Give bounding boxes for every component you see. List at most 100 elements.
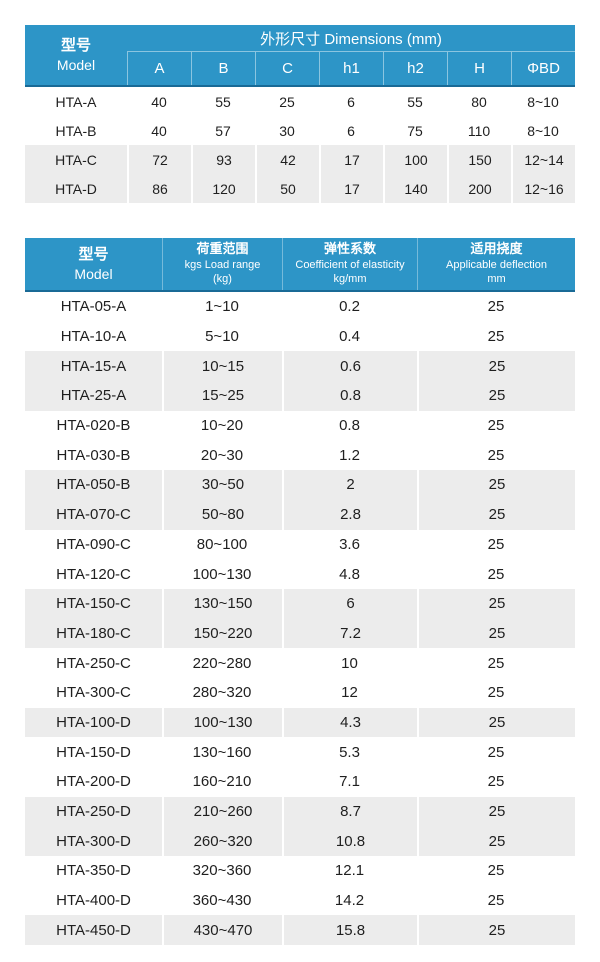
coefficient-cell: 1.2	[339, 446, 360, 464]
deflection-header-cell: 适用挠度 Applicable deflection mm	[417, 238, 575, 290]
model-cell: HTA-10-A	[60, 328, 127, 346]
load-range-table-header: 型号 Model 荷重范围 kgs Load range (kg) 弹性系数 C…	[25, 238, 575, 292]
load-range-cell: 20~30	[200, 446, 244, 464]
model-cell: HTA-070-C	[25, 499, 162, 530]
dimension-column-header: C	[255, 52, 319, 85]
deflection-cell: 25	[487, 773, 505, 791]
load-range-cell: 430~470	[162, 915, 282, 946]
coefficient-cell: 12	[341, 684, 358, 702]
table-row: HTA-150-C 130~150 6 25	[25, 588, 575, 619]
table-row: HTA-15-A 10~15 0.6 25	[25, 351, 575, 382]
coefficient-cell: 2	[282, 470, 417, 500]
model-cell: HTA-300-C	[56, 684, 131, 702]
coefficient-cell: 0.4	[339, 328, 360, 346]
table-row: HTA-300-C 280~320 12 25	[25, 678, 575, 708]
deflection-cell: 25	[487, 684, 505, 702]
coefficient-header-cell: 弹性系数 Coefficient of elasticity kg/mm	[282, 238, 417, 290]
load-range-cell: 210~260	[162, 796, 282, 827]
model-cell: HTA-100-D	[25, 707, 162, 738]
table-row: HTA-05-A 1~10 0.2 25	[25, 292, 575, 322]
model-cell: HTA-25-A	[25, 381, 162, 411]
table-row: HTA-180-C 150~220 7.2 25	[25, 618, 575, 649]
dim-h1-cell: 6	[347, 93, 355, 110]
coefficient-cell: 7.2	[282, 618, 417, 649]
table-row: HTA-070-C 50~80 2.8 25	[25, 499, 575, 530]
dim-a-cell: 40	[151, 122, 167, 139]
table-row: HTA-120-C 100~130 4.8 25	[25, 559, 575, 589]
coefficient-cell: 0.6	[282, 351, 417, 382]
load-range-table-body: HTA-05-A 1~10 0.2 25 HTA-10-A 5~10 0.4 2…	[25, 292, 575, 946]
deflection-cell: 25	[487, 862, 505, 880]
model-header-cell: 型号 Model	[25, 238, 162, 290]
table-row: HTA-090-C 80~100 3.6 25	[25, 530, 575, 560]
table-row: HTA-400-D 360~430 14.2 25	[25, 886, 575, 916]
dim-h1-cell: 17	[319, 174, 383, 203]
load-range-cell: 280~320	[192, 684, 252, 702]
deflection-cell: 25	[417, 499, 575, 530]
model-cell: HTA-020-B	[56, 417, 131, 435]
table-row: HTA-250-C 220~280 10 25	[25, 648, 575, 678]
model-cell: HTA-250-D	[25, 796, 162, 827]
deflection-cell: 25	[417, 915, 575, 946]
deflection-label-en: Applicable deflection	[446, 259, 547, 272]
dim-h1-cell: 6	[347, 122, 355, 139]
model-cell: HTA-350-D	[56, 862, 131, 880]
dim-phibd-cell: 12~14	[511, 145, 575, 174]
model-cell: HTA-090-C	[56, 535, 131, 553]
dimension-column-headers: A B C h1 h2 H ΦBD	[127, 52, 575, 85]
deflection-cell: 25	[417, 796, 575, 827]
load-range-cell: 100~130	[162, 707, 282, 738]
coefficient-cell: 2.8	[282, 499, 417, 530]
model-label-cn: 型号	[78, 246, 109, 264]
load-range-cell: 320~360	[192, 862, 252, 880]
dim-h-cell: 150	[447, 145, 511, 174]
table-row: HTA-350-D 320~360 12.1 25	[25, 856, 575, 886]
load-range-cell: 5~10	[205, 328, 239, 346]
load-range-cell: 30~50	[162, 470, 282, 500]
deflection-cell: 25	[417, 588, 575, 619]
model-cell: HTA-050-B	[25, 470, 162, 500]
dimension-column-header: H	[447, 52, 511, 85]
dimension-column-header: ΦBD	[511, 52, 575, 85]
coefficient-cell: 10.8	[282, 826, 417, 857]
dim-c-cell: 25	[279, 93, 295, 110]
dim-phibd-cell: 12~16	[511, 174, 575, 203]
table-row: HTA-10-A 5~10 0.4 25	[25, 322, 575, 352]
dim-b-cell: 93	[191, 145, 255, 174]
load-range-header-cell: 荷重范围 kgs Load range (kg)	[162, 238, 282, 290]
dimensions-header-group: 外形尺寸 Dimensions (mm) A B C h1 h2 H	[127, 25, 575, 85]
load-range-table: 型号 Model 荷重范围 kgs Load range (kg) 弹性系数 C…	[25, 238, 575, 946]
dim-a-cell: 40	[151, 93, 167, 110]
dim-phibd-cell: 8~10	[527, 93, 559, 110]
coefficient-cell: 6	[282, 588, 417, 619]
load-range-label-en: kgs Load range	[184, 259, 261, 272]
load-range-cell: 100~130	[192, 565, 252, 583]
deflection-cell: 25	[417, 707, 575, 738]
model-cell: HTA-400-D	[56, 892, 131, 910]
model-cell: HTA-150-D	[56, 743, 131, 761]
dim-h2-cell: 100	[383, 145, 447, 174]
deflection-cell: 25	[417, 470, 575, 500]
load-range-cell: 10~15	[162, 351, 282, 382]
table-row: HTA-250-D 210~260 8.7 25	[25, 796, 575, 827]
table-row: HTA-450-D 430~470 15.8 25	[25, 915, 575, 946]
dim-b-cell: 57	[215, 122, 231, 139]
deflection-cell: 25	[487, 565, 505, 583]
deflection-label-cn: 适用挠度	[470, 241, 523, 257]
table-row: HTA-200-D 160~210 7.1 25	[25, 767, 575, 797]
dim-h1-cell: 17	[319, 145, 383, 174]
model-cell: HTA-450-D	[25, 915, 162, 946]
coefficient-cell: 7.1	[339, 773, 360, 791]
dim-c-cell: 50	[255, 174, 319, 203]
deflection-cell: 25	[487, 417, 505, 435]
deflection-cell: 25	[417, 381, 575, 411]
model-label-cn: 型号	[60, 36, 91, 54]
table-row: HTA-A 40 55 25 6 55 80 8~10	[25, 87, 575, 116]
deflection-unit: mm	[487, 273, 506, 286]
model-cell: HTA-300-D	[25, 826, 162, 857]
dim-c-cell: 42	[255, 145, 319, 174]
dim-a-cell: 72	[127, 145, 191, 174]
coefficient-cell: 8.7	[282, 796, 417, 827]
model-cell: HTA-250-C	[56, 654, 131, 672]
table-row: HTA-C 72 93 42 17 100 150 12~14	[25, 145, 575, 174]
